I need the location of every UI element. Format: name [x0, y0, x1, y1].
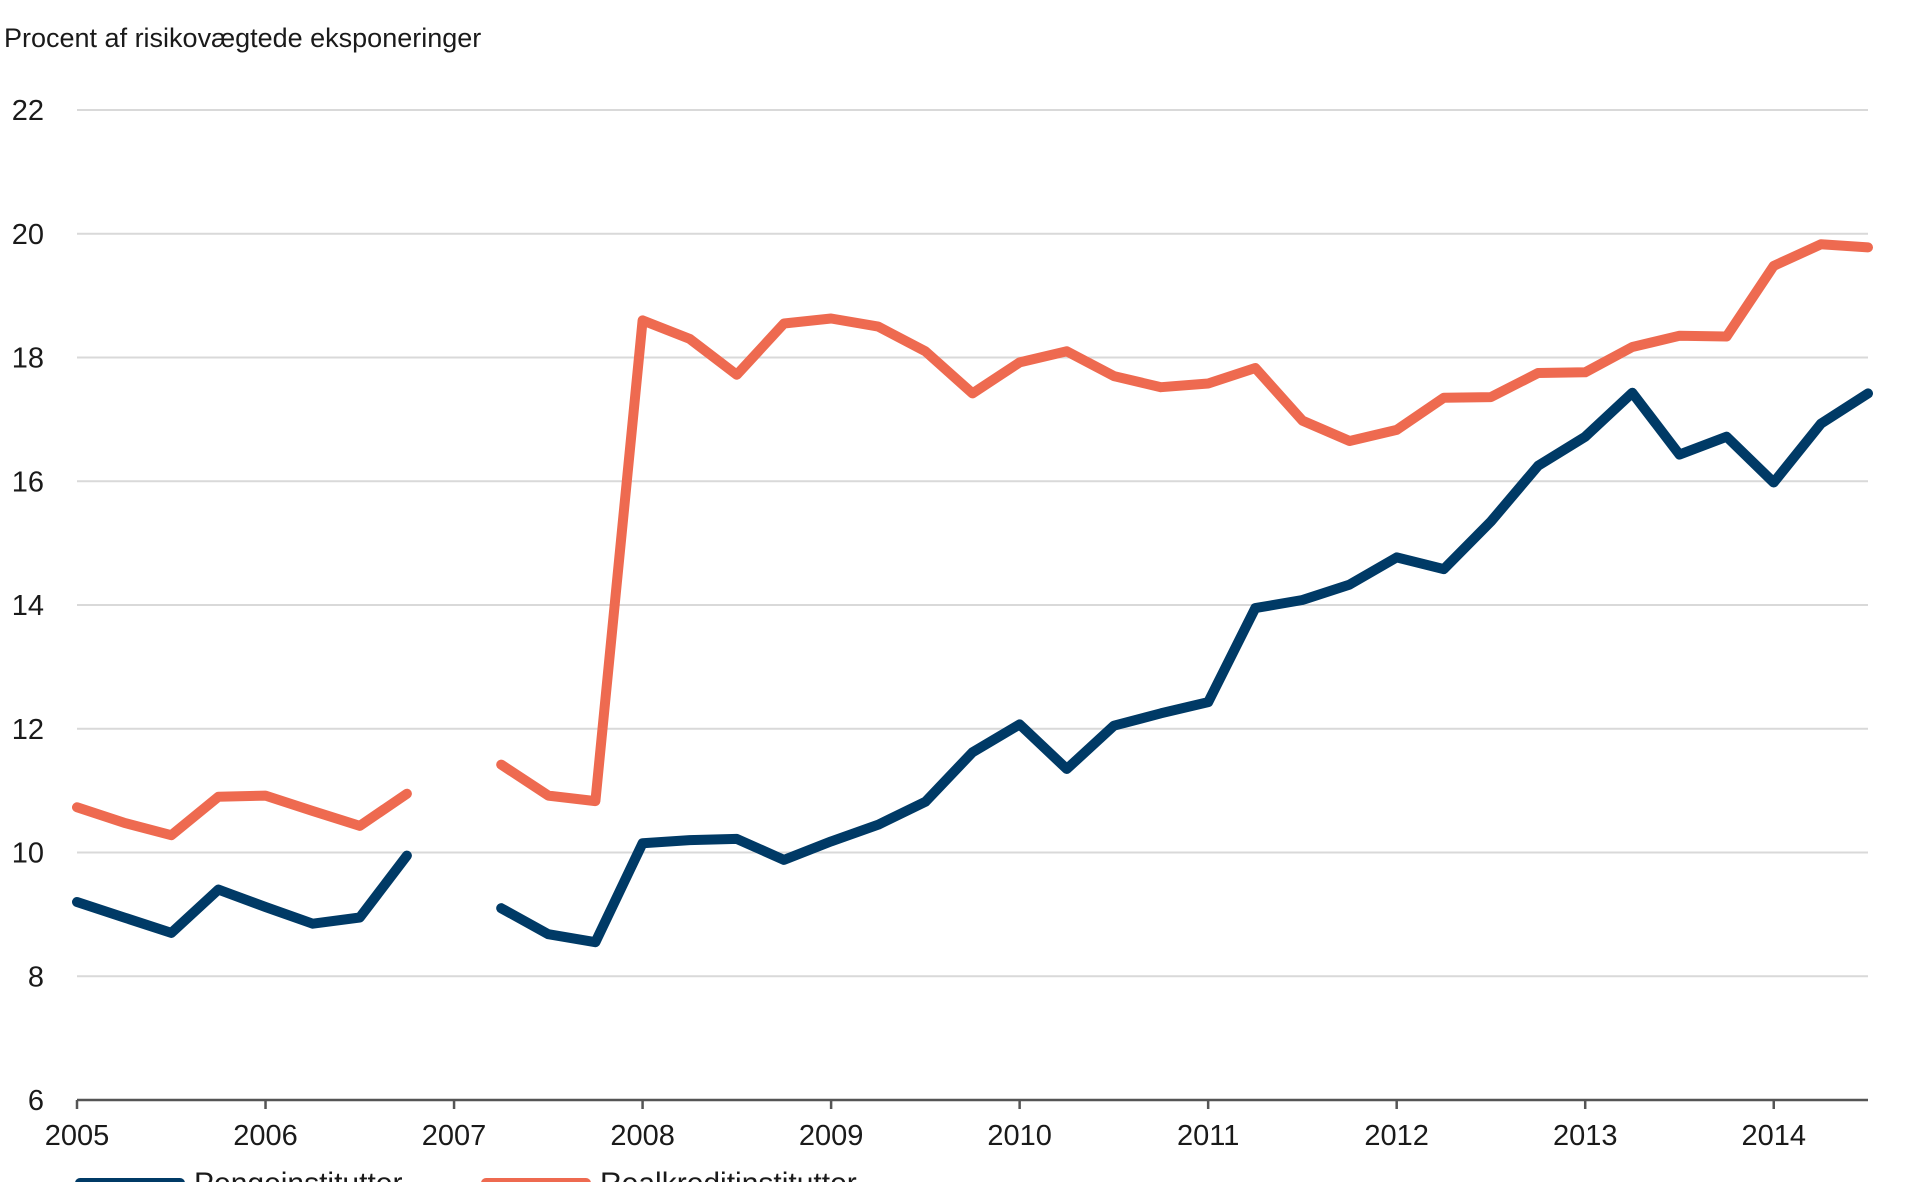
y-tick-label: 8 — [28, 961, 44, 993]
x-ticks: 2005 2006 2007 2008 2009 2010 2011 2012 2013 2014 — [45, 1100, 1806, 1152]
y-tick-label: 22 — [12, 95, 44, 127]
y-tick-label: 10 — [12, 838, 44, 870]
x-tick-label: 2013 — [1553, 1120, 1618, 1152]
x-tick-label: 2006 — [233, 1120, 298, 1152]
x-tick-label: 2012 — [1364, 1120, 1429, 1152]
legend-label-realkreditinstitutter: Realkreditinstitutter — [600, 1167, 857, 1182]
x-tick-label: 2010 — [987, 1120, 1052, 1152]
y-tick-labels: 6 8 10 12 14 16 18 20 22 — [12, 95, 44, 1117]
x-tick-label: 2014 — [1741, 1120, 1806, 1152]
x-tick-label: 2007 — [422, 1120, 487, 1152]
x-tick-label: 2005 — [45, 1120, 110, 1152]
y-tick-label: 12 — [12, 714, 44, 746]
series-lines — [72, 239, 1873, 948]
series-line-realkreditinstitutter-segment-2 — [496, 239, 1873, 807]
x-tick-label: 2008 — [610, 1120, 675, 1152]
gridlines — [77, 109, 1868, 978]
y-tick-label: 20 — [12, 219, 44, 251]
series-line-pengeinstitutter-segment-2 — [496, 387, 1873, 948]
legend-label-pengeinstitutter: Pengeinstitutter — [194, 1167, 402, 1182]
x-tick-label: 2009 — [799, 1120, 864, 1152]
y-axis-label: Procent af risikovægtede eksponeringer — [4, 23, 481, 53]
series-line-realkreditinstitutter-segment-1 — [72, 788, 412, 841]
y-tick-label: 16 — [12, 466, 44, 498]
y-tick-label: 14 — [12, 590, 44, 622]
legend: Pengeinstitutter Realkreditinstitutter — [75, 1167, 857, 1182]
y-tick-label: 6 — [28, 1085, 44, 1117]
series-line-pengeinstitutter-segment-1 — [72, 850, 412, 938]
y-tick-label: 18 — [12, 343, 44, 375]
x-tick-label: 2011 — [1177, 1120, 1239, 1152]
